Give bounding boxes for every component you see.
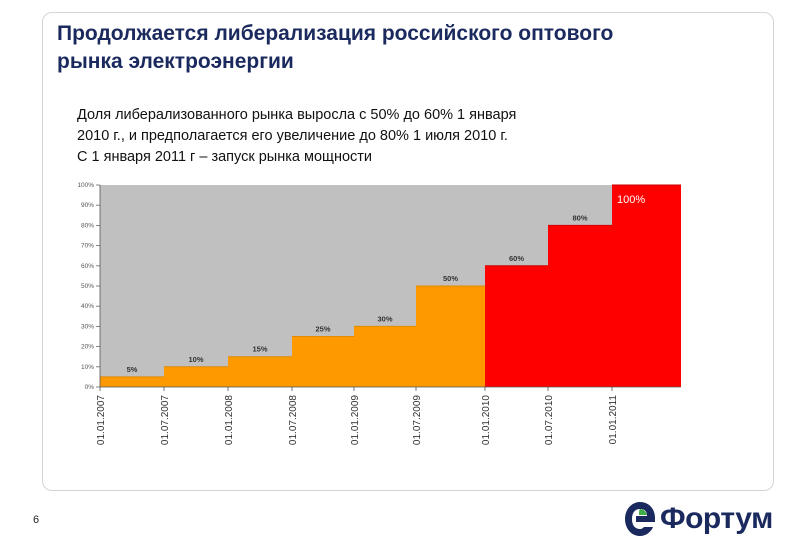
step-bar <box>292 336 354 387</box>
fortum-logo: Фортум <box>624 497 794 542</box>
page-number: 6 <box>33 514 40 526</box>
x-tick-label: 01.01.2007 <box>96 395 107 445</box>
step-value-label: 60% <box>509 254 524 263</box>
slide-title-line: Продолжается либерализация российского о… <box>57 22 614 45</box>
step-bar <box>228 356 292 387</box>
slide-title: Продолжается либерализация российского о… <box>57 20 757 76</box>
y-tick-label: 60% <box>81 263 94 270</box>
step-value-label: 25% <box>315 325 330 334</box>
step-bar <box>416 286 485 387</box>
step-bar <box>164 366 228 387</box>
step-value-label: 100% <box>617 194 645 206</box>
y-tick-label: 40% <box>81 303 94 310</box>
step-value-label: 30% <box>377 314 392 323</box>
y-tick-label: 0% <box>85 384 95 391</box>
slide-title-line: рынка электроэнергии <box>57 50 294 73</box>
subtitle-line: Доля либерализованного рынка выросла с 5… <box>77 107 517 123</box>
y-tick-label: 70% <box>81 243 94 250</box>
x-tick-label: 01.01.2011 <box>608 395 619 445</box>
step-bar <box>354 326 416 387</box>
step-value-label: 80% <box>572 213 587 222</box>
step-bar <box>100 376 164 387</box>
x-tick-label: 01.07.2009 <box>412 395 423 445</box>
y-tick-label: 20% <box>81 344 94 351</box>
x-tick-label: 01.01.2010 <box>481 395 492 445</box>
step-value-label: 5% <box>127 365 138 374</box>
x-tick-label: 01.01.2009 <box>350 395 361 445</box>
step-bar <box>612 185 681 387</box>
y-tick-label: 90% <box>81 202 94 209</box>
logo-text: Фортум <box>660 502 773 535</box>
y-tick-label: 100% <box>77 182 94 189</box>
x-tick-label: 01.01.2008 <box>224 395 235 445</box>
subtitle-line: 2010 г., и предполагается его увеличение… <box>77 128 508 144</box>
y-tick-label: 10% <box>81 364 94 371</box>
step-bar <box>548 225 612 387</box>
x-tick-label: 01.07.2007 <box>160 395 171 445</box>
slide-subtitle: Доля либерализованного рынка выросла с 5… <box>77 105 717 168</box>
step-bar <box>485 265 548 387</box>
step-value-label: 50% <box>443 274 458 283</box>
y-tick-label: 50% <box>81 283 94 290</box>
fortum-logo-icon <box>625 502 655 536</box>
step-value-label: 10% <box>188 355 203 364</box>
x-tick-label: 01.07.2010 <box>544 395 555 445</box>
step-value-label: 15% <box>252 345 267 354</box>
x-tick-label: 01.07.2008 <box>288 395 299 445</box>
y-tick-label: 30% <box>81 323 94 330</box>
subtitle-line: С 1 января 2011 г – запуск рынка мощност… <box>77 149 373 165</box>
y-tick-label: 80% <box>81 222 94 229</box>
